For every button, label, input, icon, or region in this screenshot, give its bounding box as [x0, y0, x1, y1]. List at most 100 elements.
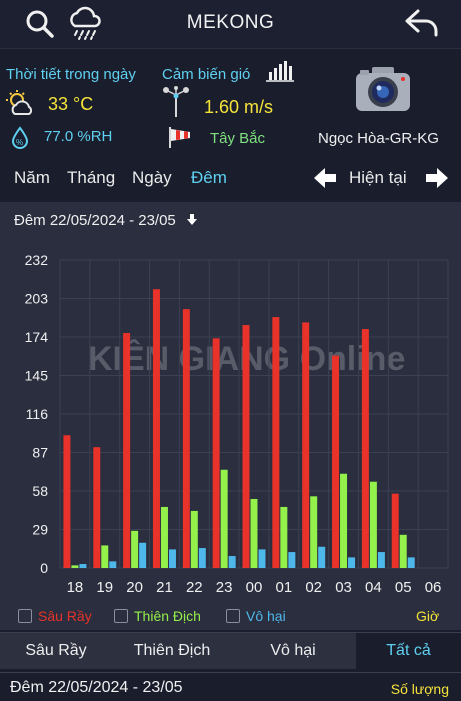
bar-thiên-địch	[340, 473, 348, 568]
bar-thiên-địch	[250, 498, 258, 568]
windsock-icon	[166, 125, 194, 149]
sun-cloud-icon	[6, 90, 36, 116]
arrow-left-icon[interactable]	[312, 166, 338, 190]
bar-thiên-địch	[160, 506, 168, 568]
bar-vô-hại	[377, 552, 385, 568]
bar-sâu-rầy	[63, 435, 71, 568]
chart-panel: Đêm 22/05/2024 - 23/05 KIÊN GIANG Online…	[0, 202, 461, 630]
footer-count-label: Số lượng	[390, 681, 449, 697]
bar-thiên-địch	[190, 510, 198, 568]
bar-thiên-địch	[310, 496, 318, 568]
legend-label: Sâu Rầy	[38, 608, 92, 624]
x-tick-label: 20	[126, 579, 143, 596]
tab-day[interactable]: Ngày	[132, 168, 172, 187]
x-tick-label: 00	[246, 579, 263, 596]
bar-vô-hại	[79, 564, 87, 568]
bar-sâu-rầy	[302, 322, 310, 568]
x-tick-label: 05	[395, 579, 412, 596]
bar-vô-hại	[198, 548, 206, 568]
bar-vô-hại	[139, 542, 147, 568]
chart-range-label: Đêm 22/05/2024 - 23/05	[14, 212, 176, 229]
camera-icon[interactable]	[354, 64, 412, 114]
x-tick-label: 01	[276, 579, 293, 596]
bar-sâu-rầy	[152, 289, 160, 568]
current-button[interactable]: Hiện tại	[349, 168, 407, 187]
y-tick-label: 145	[25, 368, 49, 384]
legend-unit-label: Giờ	[416, 608, 440, 624]
x-tick-label: 23	[216, 579, 233, 596]
chart-range-header[interactable]: Đêm 22/05/2024 - 23/05	[14, 212, 198, 229]
bar-thiên-địch	[101, 545, 109, 568]
humidity-icon: %	[10, 126, 30, 150]
x-tick-label: 19	[96, 579, 113, 596]
bar-sâu-rầy	[242, 325, 250, 568]
bar-chart-icon[interactable]	[265, 60, 295, 82]
bar-vô-hại	[318, 546, 326, 568]
x-tick-label: 03	[335, 579, 352, 596]
temperature-value: 33 °C	[48, 94, 94, 114]
bar-thiên-địch	[220, 469, 228, 568]
y-tick-label: 232	[25, 252, 49, 268]
page-title: MEKONG	[186, 12, 275, 33]
y-tick-label: 203	[25, 291, 49, 307]
bar-vô-hại	[407, 557, 415, 568]
tab-month[interactable]: Tháng	[67, 168, 116, 187]
bar-sâu-rầy	[182, 309, 190, 568]
period-selector: Năm Tháng Ngày Đêm Hiện tại	[0, 160, 461, 198]
wind-sensor-label: Cảm biến gió	[162, 66, 251, 83]
arrow-down-icon	[186, 212, 198, 229]
legend-item-vo-hai[interactable]: Vô hại	[226, 608, 286, 624]
top-bar: MEKONG	[0, 0, 461, 49]
legend-item-sau-ray[interactable]: Sâu Rầy	[18, 608, 92, 624]
bar-vô-hại	[228, 556, 236, 568]
anemometer-icon	[162, 86, 190, 118]
rain-cloud-icon[interactable]	[66, 4, 104, 42]
checkbox-icon	[226, 609, 240, 623]
bar-sâu-rầy	[332, 355, 340, 568]
series-tab-thien-dich[interactable]: Thiên Địch	[133, 642, 211, 659]
bar-chart: KIÊN GIANG Online02958871161451742032321…	[25, 252, 449, 596]
humidity-value: 77.0 %RH	[44, 128, 113, 145]
tab-night[interactable]: Đêm	[191, 168, 227, 187]
daily-weather-label: Thời tiết trong ngày	[6, 66, 136, 83]
tab-year[interactable]: Năm	[14, 168, 50, 187]
series-tab-vo-hai[interactable]: Vô hại	[270, 642, 316, 659]
wind-speed-value: 1.60 m/s	[204, 97, 274, 117]
bar-sâu-rầy	[212, 338, 220, 568]
bar-vô-hại	[348, 557, 356, 568]
bar-sâu-rầy	[391, 493, 399, 568]
arrow-right-icon[interactable]	[424, 166, 450, 190]
bar-sâu-rầy	[361, 329, 369, 568]
bar-thiên-địch	[399, 534, 407, 568]
bar-vô-hại	[288, 552, 296, 568]
bar-sâu-rầy	[123, 333, 131, 568]
bar-thiên-địch	[280, 506, 288, 568]
bar-thiên-địch	[369, 481, 377, 568]
x-tick-label: 02	[305, 579, 322, 596]
x-tick-label: 06	[425, 579, 442, 596]
back-arrow-icon[interactable]	[404, 8, 440, 38]
chart-legend: Sâu Rầy Thiên Địch Vô hại Giờ	[0, 604, 461, 630]
footer-bar: Đêm 22/05/2024 - 23/05 Số lượng	[0, 672, 461, 701]
legend-label: Vô hại	[246, 608, 286, 624]
bar-sâu-rầy	[272, 317, 280, 568]
legend-item-thien-dich[interactable]: Thiên Địch	[114, 608, 201, 624]
svg-text:%: %	[16, 138, 23, 147]
search-icon[interactable]	[24, 8, 56, 40]
bar-vô-hại	[109, 561, 117, 568]
x-tick-label: 22	[186, 579, 203, 596]
series-tab-sau-ray[interactable]: Sâu Rầy	[25, 642, 87, 659]
y-tick-label: 87	[32, 445, 48, 461]
wind-direction-value: Tây Bắc	[210, 130, 266, 147]
legend-label: Thiên Địch	[134, 608, 201, 624]
bar-vô-hại	[168, 549, 176, 568]
series-tab-all[interactable]: Tất cả	[356, 633, 461, 669]
x-tick-label: 18	[67, 579, 84, 596]
y-tick-label: 116	[26, 406, 49, 422]
series-tabs: Sâu Rầy Thiên Địch Vô hại Tất cả	[0, 632, 461, 669]
bar-thiên-địch	[71, 565, 79, 568]
y-tick-label: 0	[40, 560, 48, 576]
x-tick-label: 04	[365, 579, 382, 596]
x-tick-label: 21	[156, 579, 173, 596]
checkbox-icon	[114, 609, 128, 623]
